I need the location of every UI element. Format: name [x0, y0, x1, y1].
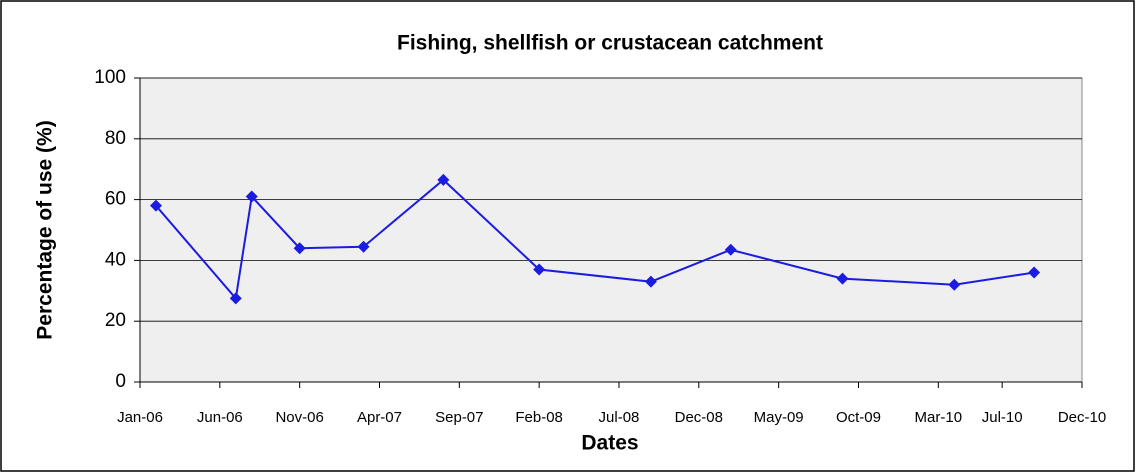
- x-tick-label: Dec-10: [1058, 409, 1106, 426]
- data-point: [357, 240, 370, 253]
- x-tick-label: Feb-08: [515, 409, 563, 426]
- x-axis-label: Dates: [581, 432, 638, 455]
- y-tick-label: 80: [105, 128, 126, 149]
- y-tick-label: 40: [105, 249, 126, 270]
- x-tick-label: Oct-09: [836, 409, 881, 426]
- x-tick-label: Apr-07: [357, 409, 402, 426]
- data-line: [155, 178, 1035, 301]
- data-point: [533, 263, 546, 276]
- data-point: [836, 272, 849, 285]
- data-point: [229, 292, 242, 305]
- data-point: [1028, 266, 1041, 279]
- chart-title: Fishing, shellfish or crustacean catchme…: [397, 32, 823, 55]
- data-point: [644, 275, 657, 288]
- x-tick-label: Mar-10: [915, 409, 963, 426]
- y-tick-label: 100: [94, 67, 126, 88]
- x-tick-label: Jul-08: [599, 409, 640, 426]
- x-tick-label: Dec-08: [675, 409, 723, 426]
- x-tick-label: Jul-10: [982, 409, 1023, 426]
- data-point: [245, 190, 258, 203]
- data-point: [149, 199, 162, 212]
- y-tick-label: 20: [105, 310, 126, 331]
- plot-area: [139, 77, 1083, 383]
- y-tick-label: 60: [105, 189, 126, 210]
- x-tick-label: May-09: [754, 409, 804, 426]
- y-tick-label: 0: [115, 371, 126, 392]
- x-tick-label: Nov-06: [275, 409, 323, 426]
- data-point: [948, 278, 961, 291]
- data-point: [437, 173, 450, 186]
- data-point: [724, 243, 737, 256]
- data-point: [293, 242, 306, 255]
- x-tick-label: Jun-06: [197, 409, 243, 426]
- x-tick-label: Jan-06: [117, 409, 163, 426]
- y-axis-label: Percentage of use (%): [34, 120, 57, 339]
- x-tick-label: Sep-07: [435, 409, 483, 426]
